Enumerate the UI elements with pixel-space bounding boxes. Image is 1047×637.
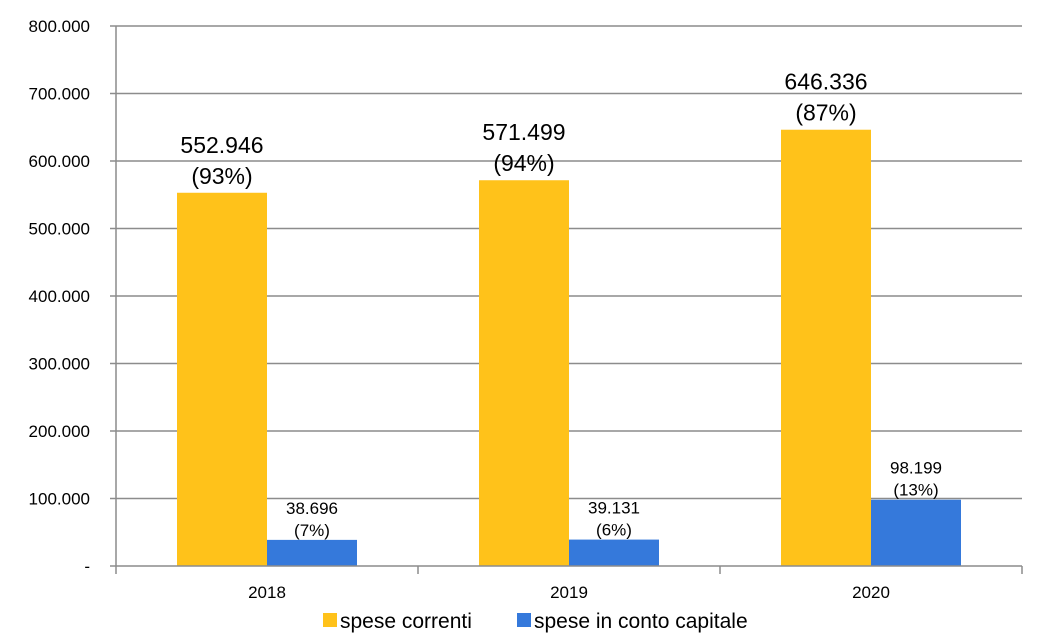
data-label-percent: (93%) xyxy=(191,163,252,189)
legend: spese correnti spese in conto capitale xyxy=(323,610,748,633)
data-label-value: 571.499 xyxy=(482,119,565,145)
bars xyxy=(177,129,961,567)
y-tick-label: 100.000 xyxy=(29,490,90,509)
legend-label-spese-conto-capitale: spese in conto capitale xyxy=(534,610,748,633)
x-axis: 2018 2019 2020 xyxy=(115,565,1023,602)
bar-spese-correnti-2019 xyxy=(479,180,569,567)
legend-label-spese-correnti: spese correnti xyxy=(340,610,472,633)
y-tick-label: 800.000 xyxy=(29,17,90,36)
x-tick-label: 2018 xyxy=(248,583,286,602)
legend-swatch-spese-conto-capitale xyxy=(517,613,531,627)
data-label-value: 98.199 xyxy=(890,459,942,478)
bar-spese-correnti-2018 xyxy=(177,192,267,566)
data-label-percent: (6%) xyxy=(596,521,632,540)
bar-spese-conto-capitale-2018 xyxy=(267,539,357,566)
data-labels: 552.946 (93%) 38.696 (7%) 571.499 (94%) 39.131… xyxy=(180,69,942,540)
data-label-percent: (94%) xyxy=(493,150,554,176)
y-tick-label: - xyxy=(84,557,90,576)
x-tick-label: 2019 xyxy=(550,583,588,602)
bar-spese-conto-capitale-2019 xyxy=(569,539,659,566)
data-label-value: 646.336 xyxy=(784,69,867,95)
y-tick-label: 300.000 xyxy=(29,355,90,374)
y-tick-label: 200.000 xyxy=(29,422,90,441)
y-tick-label: 500.000 xyxy=(29,220,90,239)
legend-swatch-spese-correnti xyxy=(323,613,337,627)
data-label-value: 39.131 xyxy=(588,499,640,518)
bar-spese-correnti-2020 xyxy=(781,129,871,566)
bar-spese-conto-capitale-2020 xyxy=(871,499,961,566)
y-tick-label: 400.000 xyxy=(29,287,90,306)
y-tick-label: 700.000 xyxy=(29,85,90,104)
y-tick-label: 600.000 xyxy=(29,152,90,171)
data-label-value: 552.946 xyxy=(180,132,263,158)
data-label-percent: (13%) xyxy=(893,481,938,500)
x-tick-label: 2020 xyxy=(852,583,890,602)
data-label-value: 38.696 xyxy=(286,499,338,518)
data-label-percent: (7%) xyxy=(294,521,330,540)
y-axis: - 100.000 200.000 300.000 400.000 500.000 600.… xyxy=(29,17,117,576)
data-label-percent: (87%) xyxy=(795,100,856,126)
